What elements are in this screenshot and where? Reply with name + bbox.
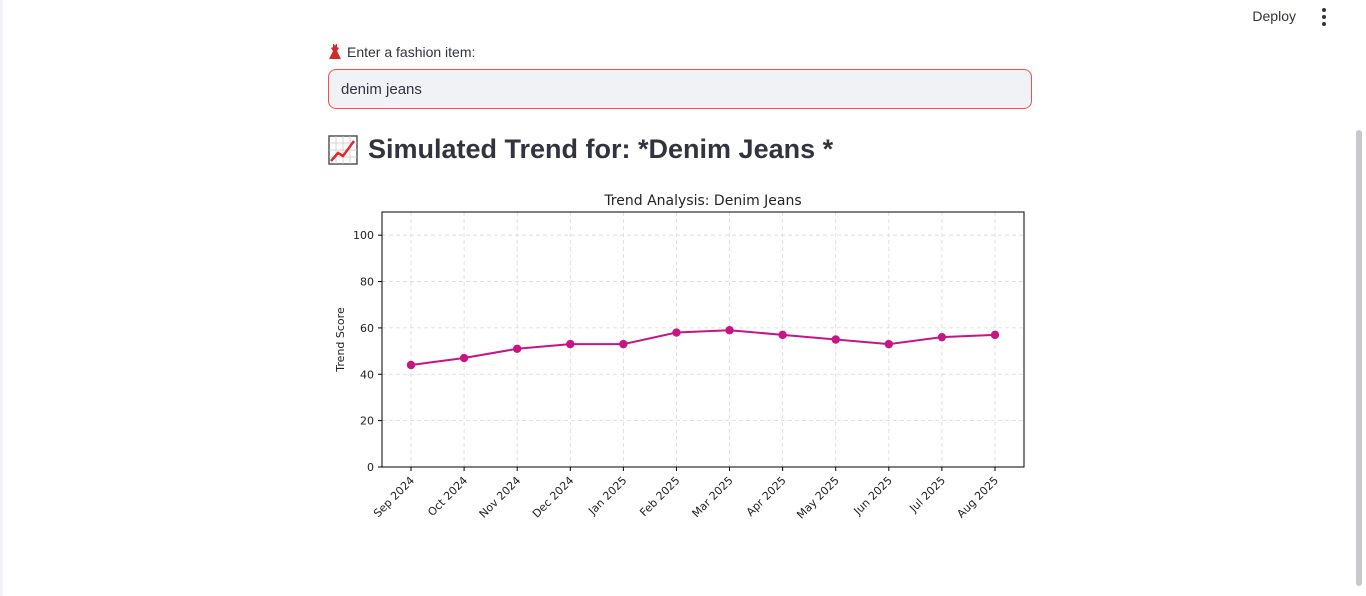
data-point: [566, 339, 575, 349]
y-tick-label: 20: [360, 415, 374, 428]
x-tick-label: Mar 2025: [690, 474, 736, 520]
scrollbar[interactable]: [1356, 130, 1362, 586]
data-point: [672, 328, 681, 337]
deploy-button[interactable]: Deploy: [1252, 8, 1296, 24]
plot-frame: [381, 211, 1025, 468]
x-tick-label: Dec 2024: [530, 474, 577, 521]
x-tick-label: Aug 2025: [954, 474, 1001, 521]
y-axis-label: Trend Score: [334, 307, 347, 373]
data-point: [937, 332, 947, 342]
x-tick-label: Jan 2025: [585, 474, 629, 518]
kebab-menu-icon[interactable]: [1314, 6, 1334, 28]
input-label-text: Enter a fashion item:: [347, 44, 476, 60]
chart-title: Trend Analysis: Denim Jeans: [603, 193, 801, 209]
x-tick-label: Feb 2025: [637, 474, 682, 519]
series-line: [410, 329, 996, 366]
x-tick-label: Sep 2024: [371, 474, 417, 520]
app-toolbar: Deploy: [1166, 0, 1366, 34]
page-title-text: Simulated Trend for: *Denim Jeans *: [368, 134, 834, 164]
data-point: [459, 353, 469, 363]
x-tick-label: Nov 2024: [477, 474, 524, 521]
data-point: [778, 330, 787, 340]
y-tick-label: 40: [360, 368, 374, 381]
data-point: [831, 335, 840, 344]
data-point: [512, 344, 522, 353]
x-tick-label: Jun 2025: [851, 474, 895, 518]
data-point: [884, 339, 894, 349]
data-point: [990, 330, 1000, 340]
x-tick-label: May 2025: [794, 474, 842, 522]
y-tick-label: 80: [360, 276, 374, 289]
x-tick-label: Jul 2025: [906, 474, 948, 516]
y-tick-label: 0: [367, 461, 374, 474]
x-tick-label: Apr 2025: [744, 474, 789, 519]
y-tick-label: 60: [360, 322, 374, 335]
input-label: Enter a fashion item:: [328, 44, 475, 60]
dress-icon: [329, 44, 341, 59]
y-tick-label: 100: [353, 229, 374, 242]
data-point: [406, 360, 416, 370]
chart-increasing-icon: [328, 134, 358, 165]
page-left-edge: [0, 0, 3, 596]
x-tick-label: Oct 2024: [425, 474, 470, 519]
trend-chart: Trend Analysis: Denim Jeans 0 20 40 60 80 100 T…: [330, 186, 1030, 526]
trend-chart-svg: Trend Analysis: Denim Jeans 0 20 40 60 80 100 T…: [334, 193, 1025, 522]
page-title: Simulated Trend for: *Denim Jeans *: [328, 134, 833, 165]
data-point: [725, 326, 734, 335]
fashion-item-input[interactable]: [328, 69, 1032, 109]
data-point: [619, 339, 628, 349]
